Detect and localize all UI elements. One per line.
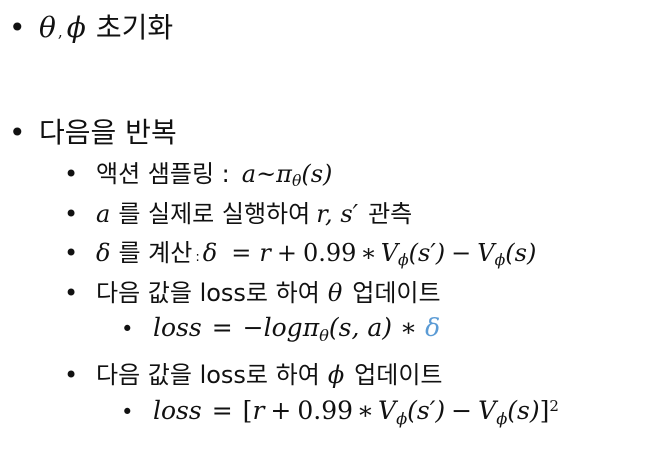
observed-vars: r, s′ xyxy=(316,200,359,228)
bullet: • xyxy=(64,200,79,228)
exponent: 2 xyxy=(549,396,559,415)
bullet: • xyxy=(121,400,134,425)
equals-sign: = xyxy=(211,396,233,425)
list-item-update-phi: • 다음 값을 loss로 하여 ϕ 업데이트 xyxy=(64,355,443,390)
action-symbol: a xyxy=(241,160,257,188)
pi-args: (s, a) xyxy=(328,313,393,342)
value-fn-subscript: ϕ xyxy=(494,251,506,270)
colon: : xyxy=(195,250,200,265)
pi-subscript: θ xyxy=(291,172,302,191)
times-sign: ∗ xyxy=(360,239,377,267)
pi-subscript: θ xyxy=(319,325,329,345)
list-item-actor-loss: • loss = − log π θ (s, a) ∗ δ xyxy=(121,313,441,345)
update-suffix: 업데이트 xyxy=(354,361,443,389)
equals-sign: = xyxy=(211,313,233,342)
list-item-update-theta: • 다음 값을 loss로 하여 θ 업데이트 xyxy=(64,273,441,308)
delta-lhs: δ xyxy=(202,239,218,267)
delta-symbol: δ xyxy=(425,313,441,342)
equals-sign: = xyxy=(231,239,252,267)
left-bracket: [ xyxy=(242,396,253,425)
list-item-execute: • a 를 실제로 실행하여 r, s′ 관측 xyxy=(64,194,412,229)
right-bracket: ] xyxy=(539,396,550,425)
bullet: • xyxy=(9,116,26,149)
initialize-label: 초기화 xyxy=(95,11,174,44)
list-item-critic-loss: • loss = [ r + 0.99 ∗ V ϕ (s′) − V ϕ (s)… xyxy=(121,396,559,428)
minus-sign: − xyxy=(451,396,473,425)
log-symbol: log xyxy=(263,313,303,342)
minus-sign: − xyxy=(451,239,472,267)
reward-symbol: r xyxy=(259,239,271,267)
value-fn-args: (s′) xyxy=(407,396,446,425)
value-fn-symbol: V xyxy=(378,396,397,425)
execute-label: 를 실제로 실행하여 xyxy=(118,200,311,228)
discount-value: 0.99 xyxy=(297,396,354,425)
loss-symbol: loss xyxy=(153,396,202,425)
discount-value: 0.99 xyxy=(302,239,357,267)
value-fn-subscript: ϕ xyxy=(496,408,508,428)
observe-label: 관측 xyxy=(368,200,413,228)
update-suffix: 업데이트 xyxy=(352,279,441,307)
tilde-symbol: ~ xyxy=(256,160,277,188)
bullet: • xyxy=(9,11,26,44)
bullet: • xyxy=(64,239,79,267)
value-fn-symbol: V xyxy=(477,239,495,267)
negative-sign: − xyxy=(242,313,264,342)
list-item-initialize: • θ , ϕ 초기화 xyxy=(9,6,173,46)
plus-sign: + xyxy=(276,239,297,267)
pi-symbol: π xyxy=(302,313,320,342)
comma: , xyxy=(57,23,63,41)
value-fn-subscript: ϕ xyxy=(396,408,408,428)
delta-symbol: δ xyxy=(96,239,111,267)
times-sign: ∗ xyxy=(400,313,418,342)
bullet: • xyxy=(64,361,79,389)
list-item-sample-action: • 액션 샘플링 : a ~ π θ (s) xyxy=(64,154,333,191)
reward-symbol: r xyxy=(252,396,265,425)
update-label: 다음 값을 loss로 하여 xyxy=(96,279,320,307)
repeat-label: 다음을 반복 xyxy=(39,116,177,149)
phi-symbol: ϕ xyxy=(66,11,86,44)
theta-symbol: θ xyxy=(327,279,343,307)
times-sign: ∗ xyxy=(357,396,375,425)
phi-symbol: ϕ xyxy=(327,361,345,389)
bullet: • xyxy=(64,279,79,307)
value-fn-args: (s) xyxy=(505,239,537,267)
compute-label: 를 계산 xyxy=(118,239,193,267)
action-symbol: a xyxy=(96,200,111,228)
bullet: • xyxy=(64,160,79,188)
theta-symbol: θ xyxy=(39,11,56,44)
loss-symbol: loss xyxy=(153,313,202,342)
pi-symbol: π xyxy=(276,160,292,188)
list-item-repeat: • 다음을 반복 xyxy=(9,111,177,151)
value-fn-symbol: V xyxy=(478,396,497,425)
value-fn-symbol: V xyxy=(380,239,399,267)
update-label: 다음 값을 loss로 하여 xyxy=(96,361,320,389)
pi-args: (s) xyxy=(301,160,333,188)
plus-sign: + xyxy=(270,396,292,425)
bullet: • xyxy=(121,317,134,342)
value-fn-args: (s′) xyxy=(408,239,446,267)
list-item-compute-delta: • δ 를 계산 : δ = r + 0.99 ∗ V ϕ (s′) − V ϕ… xyxy=(64,233,537,270)
value-fn-subscript: ϕ xyxy=(398,251,409,270)
value-fn-args: (s) xyxy=(507,396,540,425)
sample-action-label: 액션 샘플링 : xyxy=(96,160,230,188)
